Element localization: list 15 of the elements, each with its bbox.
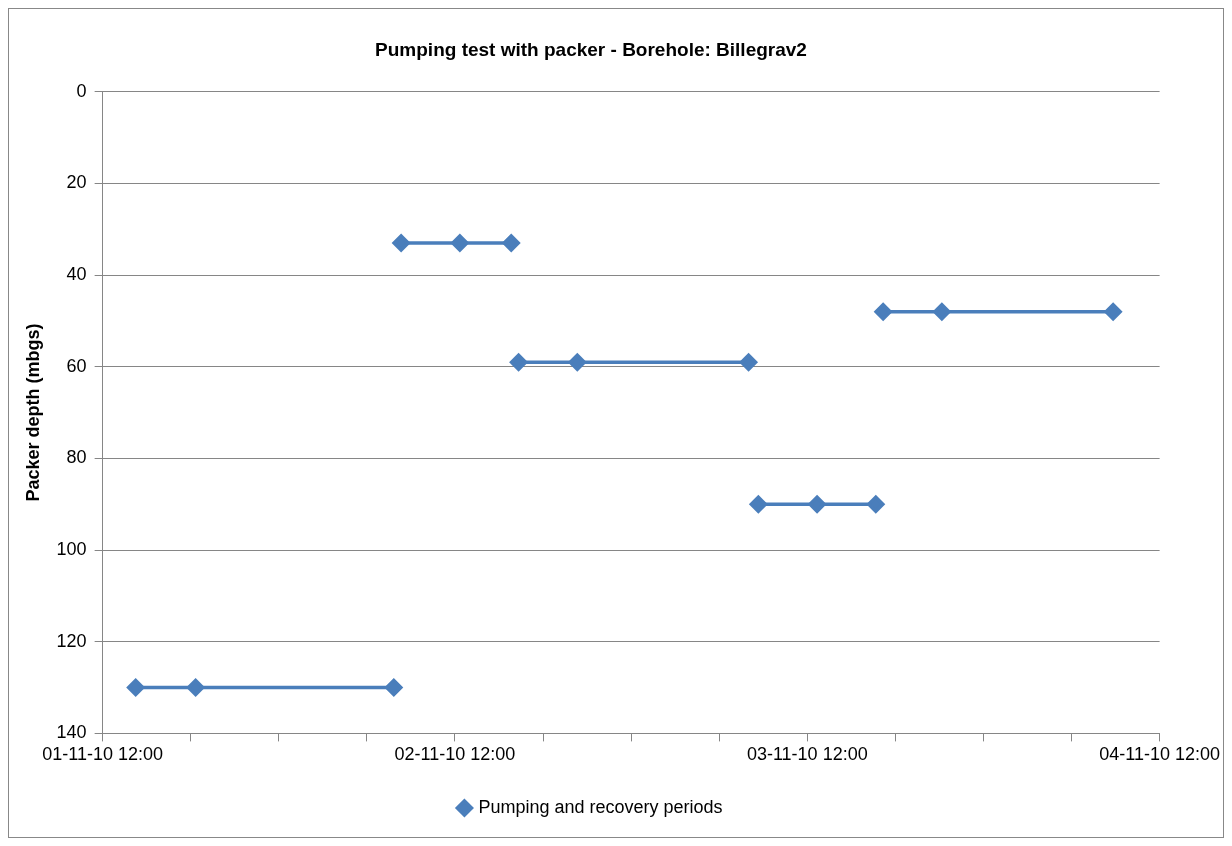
x-tick-label: 04-11-10 12:00 <box>1099 744 1220 765</box>
y-axis-title: Packer depth (mbgs) <box>22 323 43 502</box>
y-tick-label: 60 <box>66 355 87 376</box>
y-tick-label: 80 <box>66 447 87 468</box>
y-tick-label: 120 <box>56 630 87 651</box>
y-tick-label: 20 <box>66 172 87 193</box>
legend-label: Pumping and recovery periods <box>478 796 723 817</box>
y-tick-label: 40 <box>66 264 87 285</box>
x-tick-label: 02-11-10 12:00 <box>394 744 516 765</box>
y-tick-label: 0 <box>76 80 87 101</box>
y-tick-label: 140 <box>56 722 87 743</box>
x-tick-label: 01-11-10 12:00 <box>42 744 164 765</box>
x-tick-label: 03-11-10 12:00 <box>746 744 868 765</box>
chart-title: Pumping test with packer - Borehole: Billegrav2 <box>375 38 807 60</box>
y-tick-label: 100 <box>56 539 87 560</box>
